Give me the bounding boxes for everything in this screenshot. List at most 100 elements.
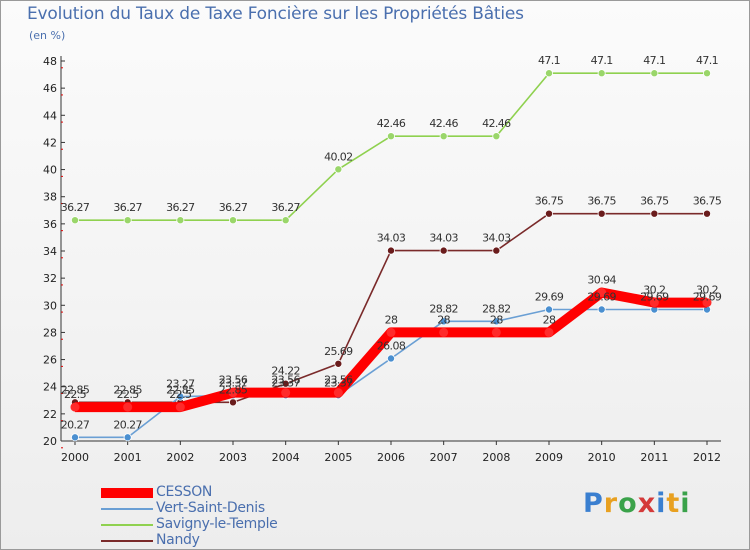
data-label-nandy: 22.85	[61, 383, 90, 396]
data-label-nandy: 36.75	[535, 195, 564, 208]
y-tick-label: 26	[43, 354, 57, 367]
data-label-nandy: 24.22	[271, 365, 300, 378]
data-point-nandy	[439, 246, 448, 255]
data-point-cesson	[281, 388, 291, 398]
data-label-savigny-le-temple: 36.27	[166, 201, 195, 214]
y-tick-label: 32	[43, 272, 57, 285]
data-label-savigny-le-temple: 47.1	[591, 54, 613, 67]
data-label-savigny-le-temple: 36.27	[113, 201, 142, 214]
data-point-savigny-le-temple	[123, 216, 132, 225]
proxiti-logo: Proxiti	[583, 488, 691, 519]
y-tick-label: 28	[43, 326, 57, 339]
x-tick-label: 2001	[114, 451, 142, 464]
data-point-vert-saint-denis	[597, 305, 606, 314]
y-tick-label: 24	[43, 381, 57, 394]
data-point-savigny-le-temple	[703, 69, 712, 78]
data-label-nandy: 22.85	[113, 383, 142, 396]
data-label-cesson: 30.2	[696, 284, 718, 297]
data-point-savigny-le-temple	[492, 132, 501, 141]
legend-swatch-cesson	[101, 488, 153, 498]
data-point-cesson	[491, 327, 501, 337]
data-label-cesson: 23.56	[219, 374, 248, 387]
data-point-nandy	[703, 209, 712, 218]
data-point-savigny-le-temple	[281, 216, 290, 225]
data-label-nandy: 34.03	[482, 232, 511, 245]
series-layer	[70, 69, 712, 442]
x-tick-label: 2012	[693, 451, 721, 464]
data-label-cesson: 22.5	[117, 388, 140, 401]
axes: 20 22 24 26 28 30 32 34 36 38 40 42 44 46 48 2000 2001 20…	[43, 55, 721, 464]
legend-label-savigny-le-temple: Savigny-le-Temple	[156, 516, 278, 532]
data-point-savigny-le-temple	[597, 69, 606, 78]
legend-label-cesson: CESSON	[156, 484, 213, 500]
data-label-vert-saint-denis: 28.82	[429, 302, 458, 315]
data-label-cesson: 28	[490, 313, 503, 326]
data-point-savigny-le-temple	[545, 69, 554, 78]
x-tick-label: 2004	[272, 451, 300, 464]
data-point-cesson	[386, 327, 396, 337]
data-label-savigny-le-temple: 40.02	[324, 150, 353, 163]
y-tick-label: 48	[43, 55, 57, 68]
x-tick-label: 2009	[535, 451, 563, 464]
data-point-cesson	[228, 388, 238, 398]
data-point-cesson	[123, 402, 133, 412]
logo-letter: i	[680, 488, 691, 519]
data-point-nandy	[650, 209, 659, 218]
data-label-cesson: 23.56	[324, 374, 353, 387]
y-tick-label: 30	[43, 299, 57, 312]
legend-swatch-savigny-le-temple	[101, 524, 153, 526]
x-tick-label: 2002	[166, 451, 194, 464]
data-label-savigny-le-temple: 42.46	[429, 117, 458, 130]
data-point-cesson	[70, 402, 80, 412]
data-point-nandy	[334, 359, 343, 368]
chart-unit: (en %)	[29, 29, 66, 42]
data-point-cesson	[333, 388, 343, 398]
y-tick-label: 42	[43, 136, 57, 149]
logo-letter: i	[656, 488, 667, 519]
data-label-cesson: 23.56	[271, 374, 300, 387]
data-point-nandy	[281, 379, 290, 388]
x-tick-label: 2006	[377, 451, 405, 464]
data-label-cesson: 30.2	[643, 284, 665, 297]
legend-swatch-nandy	[101, 540, 153, 542]
data-point-savigny-le-temple	[439, 132, 448, 141]
logo-letter: o	[618, 488, 638, 519]
data-point-vert-saint-denis	[545, 305, 554, 314]
data-label-nandy: 22.85	[166, 383, 195, 396]
data-label-savigny-le-temple: 36.27	[271, 201, 300, 214]
data-label-vert-saint-denis: 29.69	[535, 290, 564, 303]
data-point-vert-saint-denis	[176, 392, 185, 401]
data-label-nandy: 36.75	[693, 195, 722, 208]
data-point-nandy	[545, 209, 554, 218]
x-tick-label: 2000	[61, 451, 89, 464]
logo-letter: x	[637, 488, 657, 519]
data-label-savigny-le-temple: 47.1	[538, 54, 560, 67]
data-label-savigny-le-temple: 42.46	[482, 117, 511, 130]
data-label-savigny-le-temple: 36.27	[219, 201, 248, 214]
data-point-vert-saint-denis	[123, 433, 132, 442]
data-label-nandy: 36.75	[640, 195, 669, 208]
data-point-savigny-le-temple	[176, 216, 185, 225]
data-label-savigny-le-temple: 42.46	[377, 117, 406, 130]
data-point-vert-saint-denis	[71, 433, 80, 442]
data-label-cesson: 28	[385, 313, 398, 326]
logo-letter: t	[666, 488, 681, 519]
x-tick-label: 2010	[588, 451, 616, 464]
data-label-cesson: 22.5	[169, 388, 192, 401]
data-label-cesson: 22.5	[64, 388, 87, 401]
data-point-cesson	[702, 298, 712, 308]
data-label-savigny-le-temple: 36.27	[61, 201, 90, 214]
legend-item-savigny-le-temple: Savigny-le-Temple	[101, 516, 361, 533]
data-label-vert-saint-denis: 20.27	[113, 418, 142, 431]
logo-letter: r	[603, 488, 619, 519]
data-label-nandy: 34.03	[429, 232, 458, 245]
legend-item-cesson: CESSON	[101, 484, 361, 501]
y-tick-label: 46	[43, 82, 57, 95]
data-label-nandy: 34.03	[377, 232, 406, 245]
data-point-nandy	[597, 209, 606, 218]
data-point-vert-saint-denis	[386, 354, 395, 363]
data-label-vert-saint-denis: 26.08	[377, 339, 406, 352]
y-tick-label: 40	[43, 164, 57, 177]
